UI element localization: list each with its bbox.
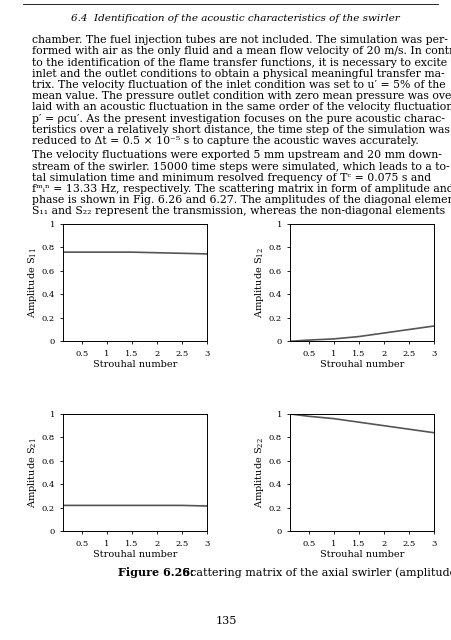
Text: Figure 6.26:: Figure 6.26:: [117, 567, 193, 579]
Text: laid with an acoustic fluctuation in the same order of the velocity fluctuation:: laid with an acoustic fluctuation in the…: [32, 102, 451, 113]
Text: tal simulation time and minimum resolved frequency of Tᶜ = 0.075 s and: tal simulation time and minimum resolved…: [32, 173, 430, 183]
X-axis label: Strouhal number: Strouhal number: [319, 360, 403, 369]
Text: mean value. The pressure outlet condition with zero mean pressure was over-: mean value. The pressure outlet conditio…: [32, 91, 451, 101]
Text: chamber. The fuel injection tubes are not included. The simulation was per-: chamber. The fuel injection tubes are no…: [32, 35, 446, 45]
Text: trix. The velocity fluctuation of the inlet condition was set to u′ = 5% of the: trix. The velocity fluctuation of the in…: [32, 80, 444, 90]
Text: 135: 135: [215, 616, 236, 626]
X-axis label: Strouhal number: Strouhal number: [319, 550, 403, 559]
Text: fᵐᵢⁿ = 13.33 Hz, respectively. The scattering matrix in form of amplitude and: fᵐᵢⁿ = 13.33 Hz, respectively. The scatt…: [32, 184, 451, 194]
Text: S₁₁ and S₂₂ represent the transmission, whereas the non-diagonal elements: S₁₁ and S₂₂ represent the transmission, …: [32, 206, 444, 216]
Text: teristics over a relatively short distance, the time step of the simulation was: teristics over a relatively short distan…: [32, 125, 449, 135]
Y-axis label: Amplitude S$_{22}$: Amplitude S$_{22}$: [252, 437, 265, 508]
X-axis label: Strouhal number: Strouhal number: [93, 360, 177, 369]
Y-axis label: Amplitude S$_{11}$: Amplitude S$_{11}$: [26, 247, 39, 318]
Text: The velocity fluctuations were exported 5 mm upstream and 20 mm down-: The velocity fluctuations were exported …: [32, 150, 441, 161]
Text: formed with air as the only fluid and a mean flow velocity of 20 m/s. In contras: formed with air as the only fluid and a …: [32, 46, 451, 56]
Y-axis label: Amplitude S$_{12}$: Amplitude S$_{12}$: [252, 247, 265, 318]
Text: stream of the swirler. 15000 time steps were simulated, which leads to a to-: stream of the swirler. 15000 time steps …: [32, 161, 448, 172]
Text: Scattering matrix of the axial swirler (amplitude): Scattering matrix of the axial swirler (…: [178, 568, 451, 578]
Text: 6.4  Identification of the acoustic characteristics of the swirler: 6.4 Identification of the acoustic chara…: [70, 14, 399, 23]
Y-axis label: Amplitude S$_{21}$: Amplitude S$_{21}$: [26, 437, 39, 508]
X-axis label: Strouhal number: Strouhal number: [93, 550, 177, 559]
Text: phase is shown in Fig. 6.26 and 6.27. The amplitudes of the diagonal elements: phase is shown in Fig. 6.26 and 6.27. Th…: [32, 195, 451, 205]
Text: p′ = ρcu′. As the present investigation focuses on the pure acoustic charac-: p′ = ρcu′. As the present investigation …: [32, 113, 443, 124]
Text: reduced to Δt = 0.5 × 10⁻⁵ s to capture the acoustic waves accurately.: reduced to Δt = 0.5 × 10⁻⁵ s to capture …: [32, 136, 418, 146]
Text: to the identification of the flame transfer functions, it is necessary to excite: to the identification of the flame trans…: [32, 58, 451, 68]
Text: inlet and the outlet conditions to obtain a physical meaningful transfer ma-: inlet and the outlet conditions to obtai…: [32, 68, 443, 79]
